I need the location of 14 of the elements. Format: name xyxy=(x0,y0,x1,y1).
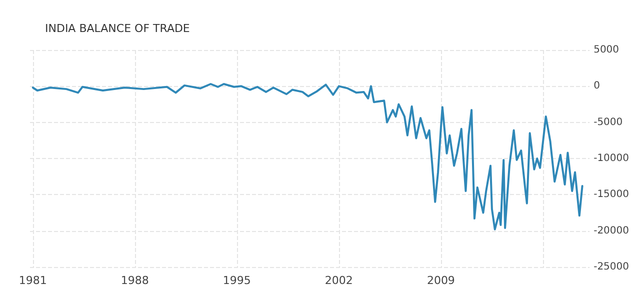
y-tick-label: -15000 xyxy=(594,189,629,200)
x-tick-label: 1995 xyxy=(222,274,251,287)
y-tick-label: 5000 xyxy=(594,44,620,56)
line-series xyxy=(32,82,584,230)
x-tick-label: 1988 xyxy=(120,274,149,287)
y-tick-label: -10000 xyxy=(594,153,629,164)
chart-title: INDIA BALANCE OF TRADE xyxy=(45,22,190,35)
y-tick-label: -20000 xyxy=(594,225,629,236)
x-tick-label: 2002 xyxy=(324,274,353,287)
x-tick-label: 1981 xyxy=(18,274,47,287)
y-tick-label: -25000 xyxy=(594,262,629,272)
y-tick-label: 0 xyxy=(594,80,600,92)
y-tick-label: -5000 xyxy=(594,116,623,128)
x-tick-label: 2009 xyxy=(426,274,455,287)
